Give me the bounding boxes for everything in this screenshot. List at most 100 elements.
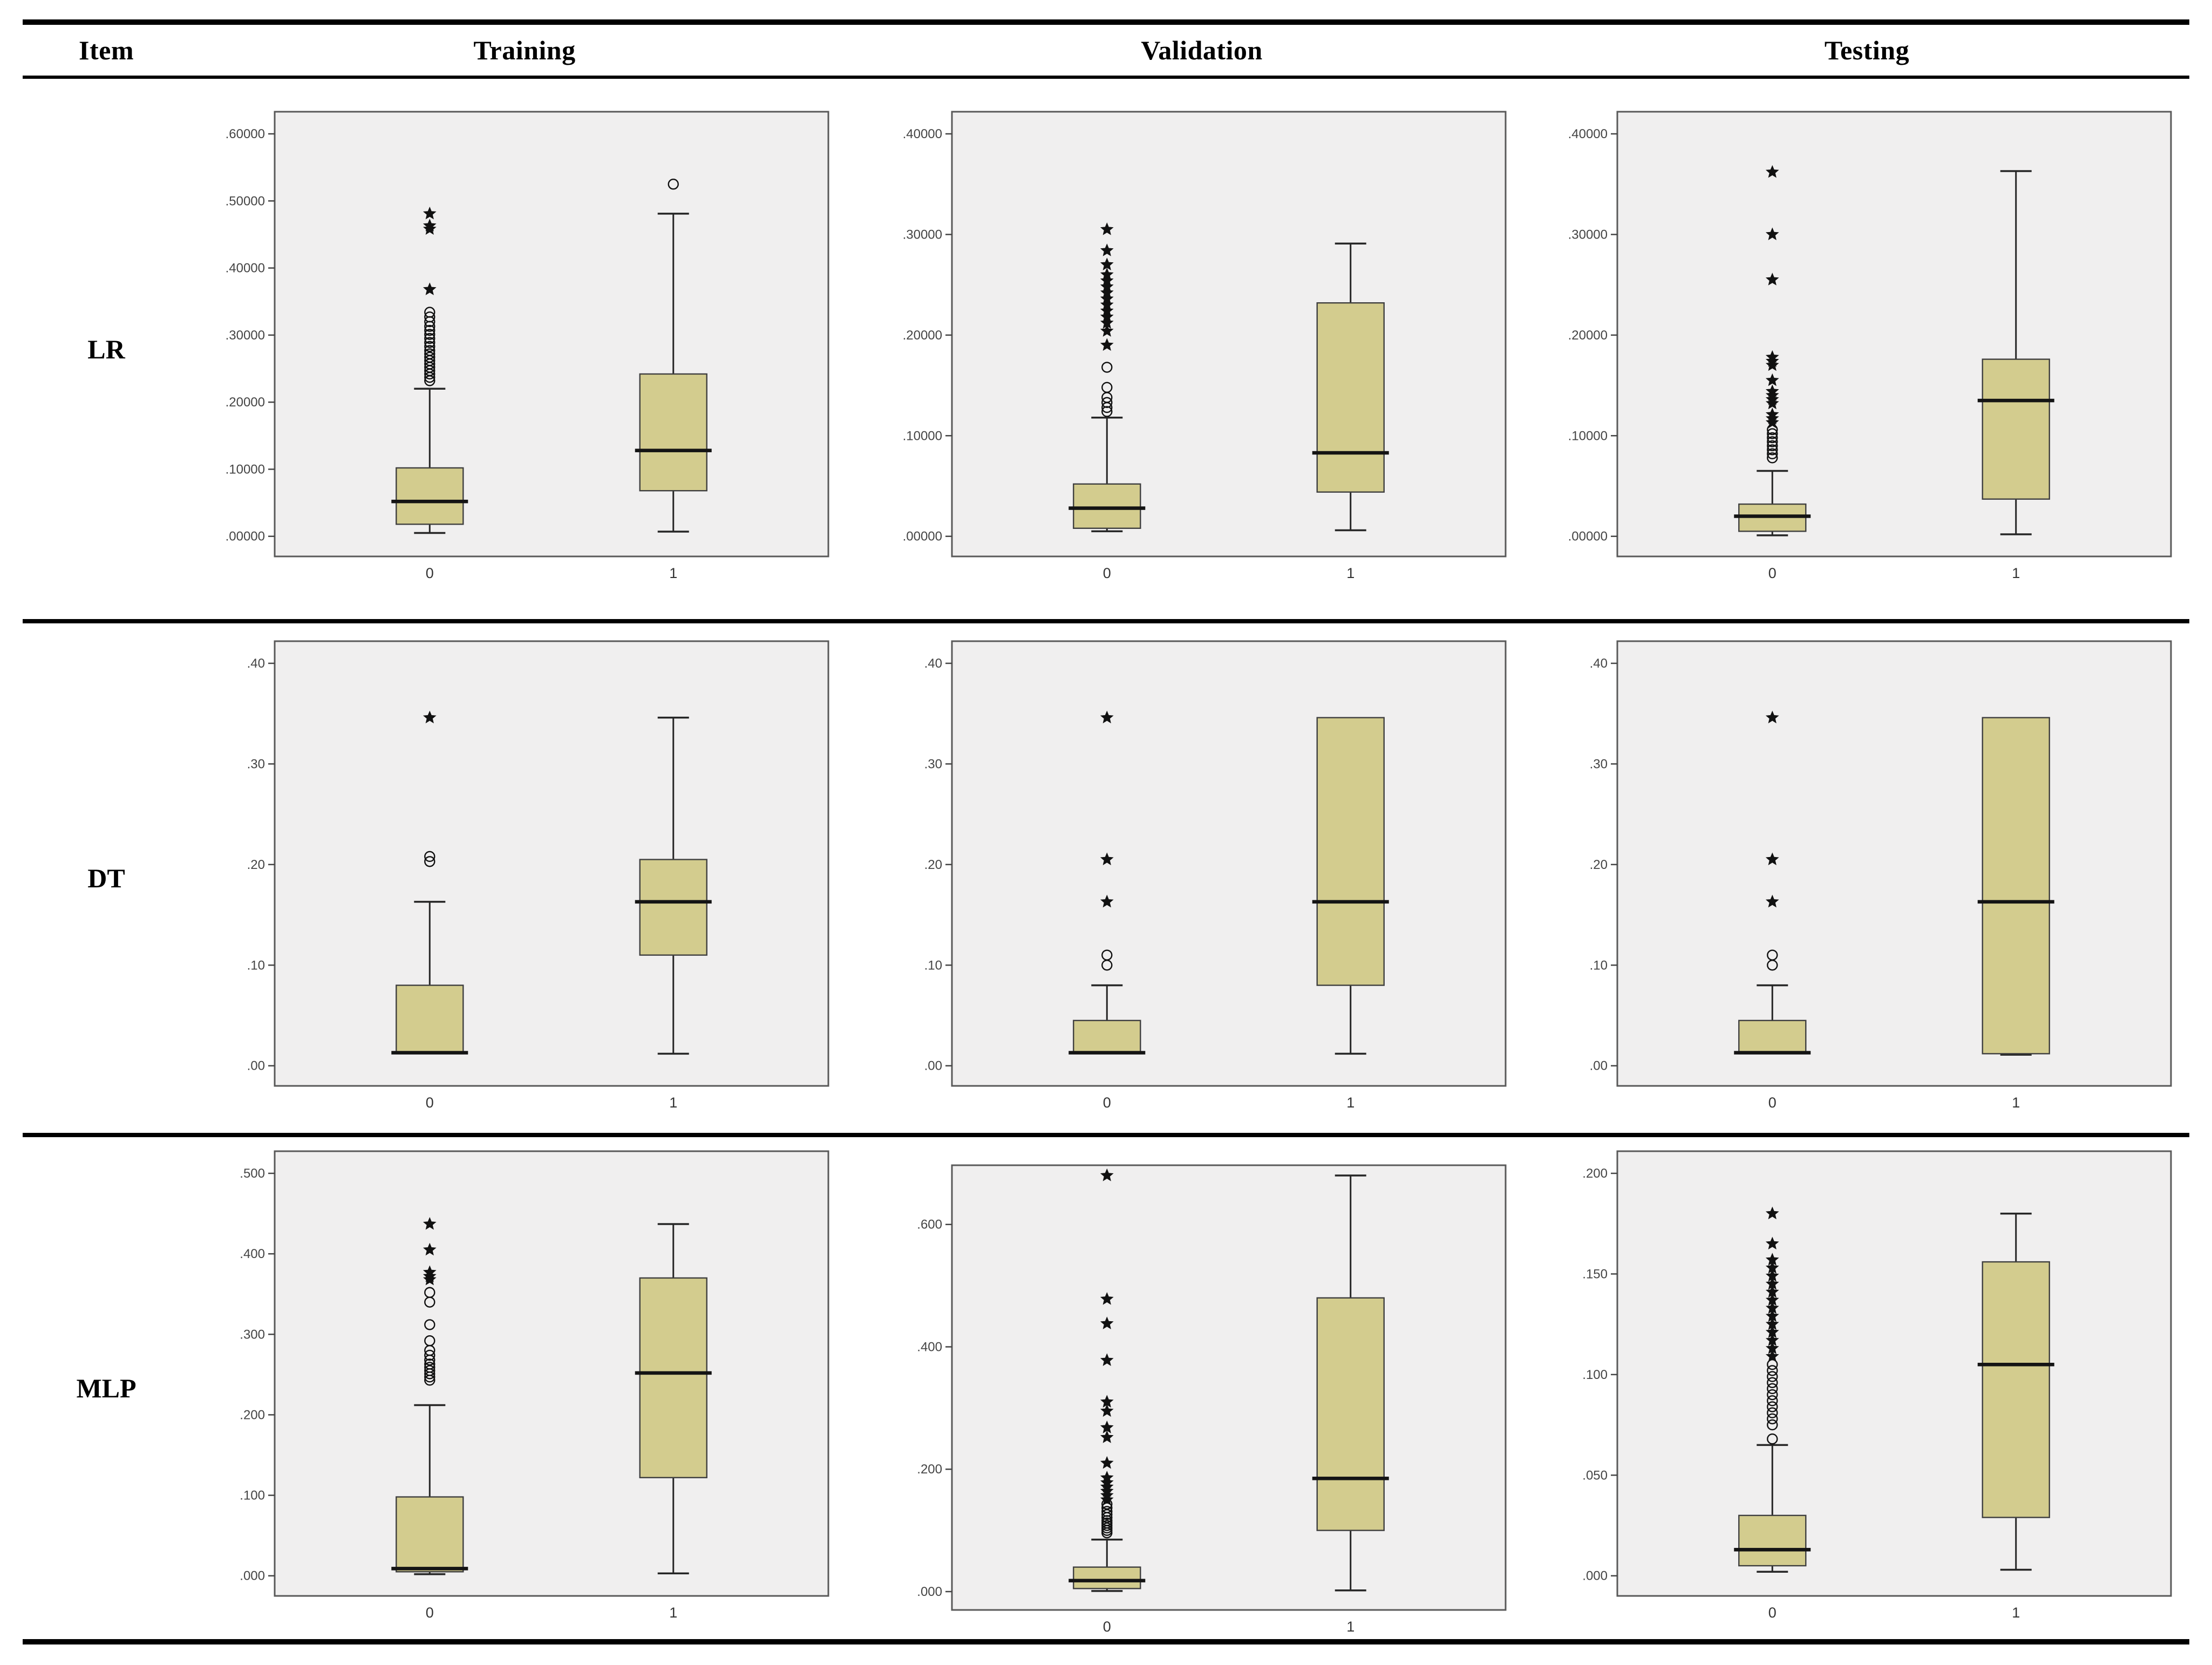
y-tick-label: .20000 bbox=[903, 328, 942, 343]
table-top-rule bbox=[23, 19, 2189, 25]
outlier-star-marker bbox=[1765, 1333, 1779, 1346]
outlier-circle-marker bbox=[424, 851, 435, 862]
y-tick-label: .20 bbox=[924, 857, 942, 872]
box-iqr bbox=[639, 858, 707, 956]
y-tick-label: .40 bbox=[247, 656, 265, 671]
outlier-circle-marker bbox=[424, 324, 435, 336]
outlier-circle-marker bbox=[1101, 397, 1113, 408]
y-tick-label: .000 bbox=[1582, 1568, 1608, 1583]
outlier-star-marker bbox=[423, 1265, 437, 1278]
row-label-dt: DT bbox=[87, 863, 125, 893]
outlier-star-marker bbox=[1765, 373, 1779, 386]
cell-lr-testing: .00000 .10000 .20000 .30000 .40000 0 1 bbox=[1544, 102, 2189, 596]
median-line bbox=[635, 900, 712, 903]
box-iqr bbox=[1738, 1020, 1806, 1055]
outlier-circle-marker bbox=[1101, 1505, 1113, 1517]
y-tick-label: .050 bbox=[1582, 1468, 1608, 1483]
outlier-circle-marker bbox=[1766, 1401, 1778, 1412]
outlier-star-marker bbox=[1100, 852, 1114, 865]
x-tick-label: 1 bbox=[1346, 565, 1355, 581]
outlier-circle-marker bbox=[424, 307, 435, 318]
x-tick-label: 1 bbox=[2012, 1095, 2020, 1111]
boxplot-svg: .000 .100 .200 .300 .400 .500 0 1 bbox=[240, 1150, 829, 1621]
outlier-star-marker bbox=[1100, 1316, 1114, 1329]
outlier-star-marker bbox=[1765, 1276, 1779, 1290]
median-line bbox=[1068, 1050, 1146, 1055]
box-iqr bbox=[396, 984, 464, 1055]
x-tick-label: 1 bbox=[669, 1095, 677, 1111]
boxplot-svg: .00000 .10000 .20000 .30000 .40000 0 1 bbox=[903, 111, 1507, 581]
outlier-circle-marker bbox=[1766, 1377, 1778, 1388]
row-divider-rule bbox=[23, 619, 2189, 623]
outlier-star-marker bbox=[1100, 268, 1114, 281]
median-line bbox=[391, 499, 468, 504]
median-line bbox=[1977, 900, 2054, 903]
y-tick-label: .20000 bbox=[226, 395, 265, 410]
outlier-circle-marker bbox=[1766, 1413, 1778, 1424]
outlier-star-marker bbox=[1765, 1236, 1779, 1249]
box-iqr bbox=[1316, 716, 1385, 986]
outlier-circle-marker bbox=[1101, 1508, 1113, 1520]
outlier-circle-marker bbox=[1101, 406, 1113, 417]
x-tick-label: 1 bbox=[1346, 1095, 1355, 1111]
outlier-star-marker bbox=[1765, 710, 1779, 723]
y-tick-label: .40000 bbox=[1568, 127, 1607, 141]
y-tick-label: .10000 bbox=[903, 429, 942, 443]
y-tick-label: .30 bbox=[247, 757, 265, 771]
outlier-star-marker bbox=[1765, 1349, 1779, 1362]
x-tick-label: 0 bbox=[1103, 1619, 1111, 1635]
y-tick-label: .300 bbox=[240, 1327, 265, 1342]
outlier-circle-marker bbox=[1766, 1364, 1778, 1376]
y-tick-label: .00 bbox=[1589, 1058, 1607, 1073]
y-tick-label: .10 bbox=[247, 958, 265, 973]
outlier-star-marker bbox=[1100, 1430, 1114, 1443]
box-iqr bbox=[1982, 716, 2050, 1055]
y-tick-label: .30000 bbox=[1568, 227, 1607, 242]
outlier-star-marker bbox=[1100, 243, 1114, 256]
outlier-circle-marker bbox=[424, 1364, 435, 1376]
y-tick-label: .500 bbox=[240, 1166, 265, 1181]
table-row-mlp: MLP .000 .100 .200 .300 .400 .500 0 1 .000 .200.… bbox=[23, 1137, 2189, 1649]
outlier-circle-marker bbox=[424, 332, 435, 344]
y-tick-label: .200 bbox=[240, 1408, 265, 1422]
outlier-star-marker bbox=[1100, 291, 1114, 305]
y-tick-label: .100 bbox=[240, 1488, 265, 1503]
column-header-testing: Testing bbox=[1824, 35, 1910, 65]
outlier-star-marker bbox=[1765, 384, 1779, 397]
cell-dt-validation: .00 .10 .20 .30 .40 0 1 bbox=[859, 631, 1544, 1125]
outlier-star-marker bbox=[1100, 1456, 1114, 1469]
table-header-row: Item Training Validation Testing bbox=[23, 25, 2189, 76]
outlier-circle-marker bbox=[1766, 448, 1778, 460]
outlier-circle-marker bbox=[1766, 444, 1778, 456]
y-tick-label: .10 bbox=[924, 958, 942, 973]
outlier-star-marker bbox=[1765, 1206, 1779, 1219]
y-tick-label: .000 bbox=[240, 1568, 265, 1583]
outlier-circle-marker bbox=[424, 1335, 435, 1346]
outlier-star-marker bbox=[423, 1269, 437, 1282]
x-tick-label: 0 bbox=[1768, 1605, 1776, 1621]
x-tick-label: 1 bbox=[2012, 1605, 2020, 1621]
outlier-circle-marker bbox=[1766, 949, 1778, 961]
median-line bbox=[1733, 1547, 1811, 1552]
y-tick-label: .50000 bbox=[226, 194, 265, 208]
x-tick-label: 0 bbox=[1768, 565, 1776, 581]
x-tick-label: 0 bbox=[1103, 1095, 1111, 1111]
boxplot-mlp-validation: .000 .200 .400 .600 0 1 bbox=[886, 1155, 1517, 1649]
y-tick-label: .200 bbox=[1582, 1166, 1608, 1181]
column-header-item: Item bbox=[79, 35, 134, 65]
outlier-circle-marker bbox=[424, 855, 435, 867]
y-tick-label: .00 bbox=[924, 1058, 942, 1073]
outlier-star-marker bbox=[1100, 286, 1114, 299]
outlier-star-marker bbox=[1100, 1168, 1114, 1181]
box-iqr bbox=[1982, 1261, 2050, 1518]
boxplot-svg: .00 .10 .20 .30 .40 0 1 bbox=[1589, 640, 2172, 1111]
outlier-star-marker bbox=[1100, 1475, 1114, 1489]
x-tick-label: 1 bbox=[669, 1605, 677, 1621]
outlier-circle-marker bbox=[668, 179, 679, 190]
outlier-star-marker bbox=[1100, 1395, 1114, 1408]
y-tick-label: .30 bbox=[1589, 757, 1607, 771]
boxplot-dt-validation: .00 .10 .20 .30 .40 0 1 bbox=[886, 631, 1517, 1125]
box-iqr bbox=[1073, 483, 1141, 529]
outlier-star-marker bbox=[1765, 388, 1779, 402]
outlier-circle-marker bbox=[1766, 452, 1778, 464]
